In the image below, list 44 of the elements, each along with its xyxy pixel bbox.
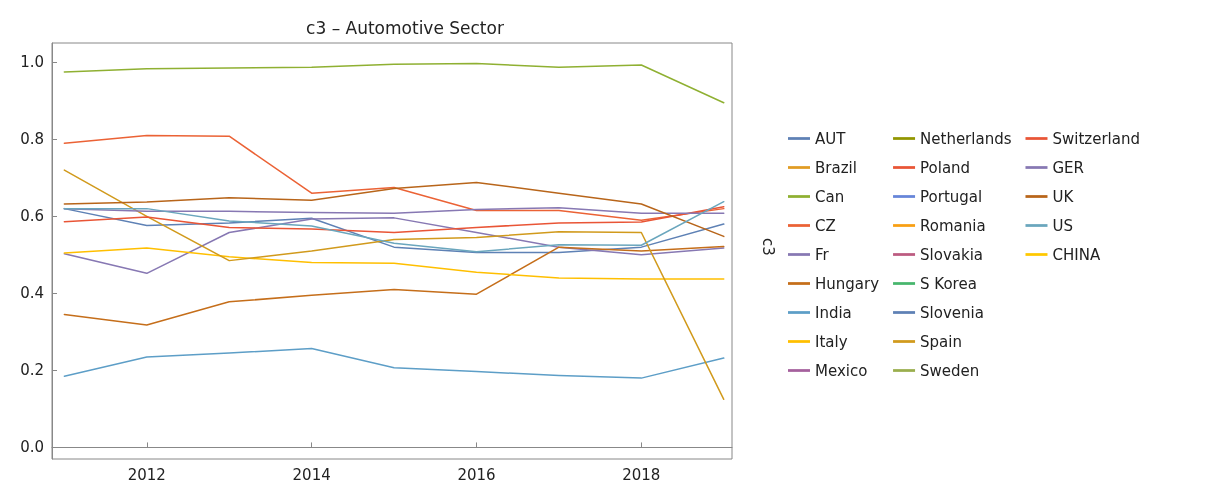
line-series bbox=[63, 62, 725, 104]
legend-label: Brazil bbox=[815, 158, 857, 177]
legend-label: Hungary bbox=[815, 274, 880, 293]
legend-label: Mexico bbox=[815, 361, 868, 380]
y-tick-label: 0.6 bbox=[20, 207, 44, 226]
legend-label: US bbox=[1052, 216, 1073, 235]
line-series bbox=[63, 181, 725, 238]
legend-label: Slovakia bbox=[920, 245, 984, 264]
legend-label: Romania bbox=[920, 216, 986, 235]
y-tick-label: 0.2 bbox=[20, 361, 44, 380]
x-tick-label: 2012 bbox=[127, 465, 166, 484]
x-tick-label: 2016 bbox=[457, 465, 496, 484]
y-tick-label: 1.0 bbox=[20, 53, 44, 72]
line-series bbox=[63, 247, 725, 280]
legend-label: CZ bbox=[815, 216, 836, 235]
x-tick-label: 2014 bbox=[292, 465, 331, 484]
legend-label: Netherlands bbox=[920, 129, 1012, 148]
legend-label: Can bbox=[815, 187, 845, 206]
x-tick-label: 2018 bbox=[622, 465, 661, 484]
line-series bbox=[63, 347, 725, 379]
line-series bbox=[63, 205, 725, 234]
legend-label: India bbox=[815, 303, 852, 322]
legend-label: CHINA bbox=[1052, 245, 1101, 264]
line-series bbox=[63, 245, 725, 326]
y-tick-label: 0.4 bbox=[20, 284, 44, 303]
legend-label: Slovenia bbox=[920, 303, 984, 322]
legend-label: S Korea bbox=[920, 274, 977, 293]
legend-label: Portugal bbox=[920, 187, 983, 206]
line-series bbox=[63, 169, 725, 401]
legend-label: Sweden bbox=[920, 361, 980, 380]
chart-title: c3 – Automotive Sector bbox=[306, 17, 504, 38]
y-axis-title: c3 bbox=[758, 238, 777, 256]
y-tick-label: 0.8 bbox=[20, 130, 44, 149]
legend-label: Switzerland bbox=[1052, 129, 1140, 148]
legend-label: Italy bbox=[815, 332, 848, 351]
legend-label: Poland bbox=[920, 158, 971, 177]
legend-label: UK bbox=[1052, 187, 1075, 206]
legend-label: AUT bbox=[815, 129, 847, 148]
legend-label: Fr bbox=[815, 245, 830, 264]
line-series bbox=[63, 134, 725, 221]
legend-label: Spain bbox=[920, 332, 962, 351]
y-tick-label: 0.0 bbox=[20, 438, 44, 457]
line-series bbox=[63, 217, 725, 275]
legend-label: GER bbox=[1052, 158, 1085, 177]
